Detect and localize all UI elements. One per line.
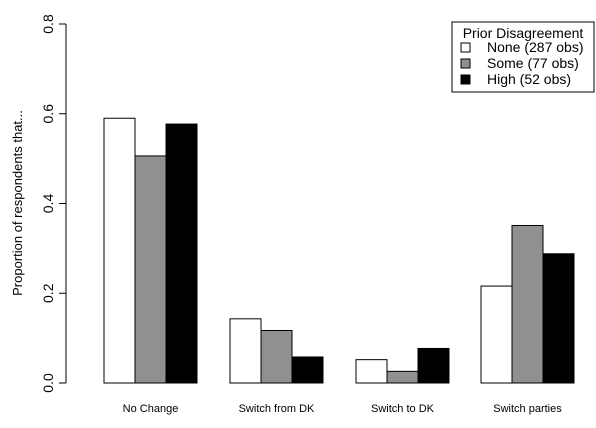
legend-label: None (287 obs) [487, 39, 584, 55]
category-labels: No Change Switch from DK Switch to DK Switc… [123, 403, 563, 415]
y-tick-label: 0.8 [40, 14, 56, 34]
y-tick-label: 0.2 [40, 283, 56, 303]
bar [542, 253, 575, 384]
legend-title: Prior Disagreement [463, 25, 584, 41]
y-axis: 0.0 0.2 0.4 0.6 0.8 [40, 14, 67, 393]
legend-label: Some (77 obs) [487, 55, 579, 71]
category-label: No Change [123, 403, 179, 415]
category-label: Switch parties [493, 403, 562, 415]
legend-swatch [460, 74, 471, 85]
bar [511, 224, 544, 384]
bars [103, 117, 575, 384]
y-axis-label: Proportion of respondents that... [10, 110, 25, 296]
bar [417, 347, 450, 384]
legend-swatch [460, 58, 471, 69]
bar [291, 356, 324, 384]
legend-label: High (52 obs) [487, 71, 571, 87]
category-label: Switch from DK [239, 403, 315, 415]
legend-box [451, 21, 595, 93]
bar [480, 285, 513, 384]
y-tick-label: 0.6 [40, 104, 56, 124]
y-tick-label: 0.0 [40, 373, 56, 393]
legend: Prior Disagreement None (287 obs)Some (7… [451, 21, 595, 93]
bar [134, 155, 167, 384]
legend-swatch [460, 42, 471, 53]
legend-items: None (287 obs)Some (77 obs)High (52 obs) [460, 39, 584, 87]
bar [103, 117, 136, 384]
bar [386, 370, 419, 384]
category-label: Switch to DK [371, 403, 435, 415]
bar [229, 318, 262, 384]
y-tick-label: 0.4 [40, 194, 56, 214]
bar [260, 329, 293, 384]
bar [165, 123, 198, 384]
bar [355, 359, 388, 384]
